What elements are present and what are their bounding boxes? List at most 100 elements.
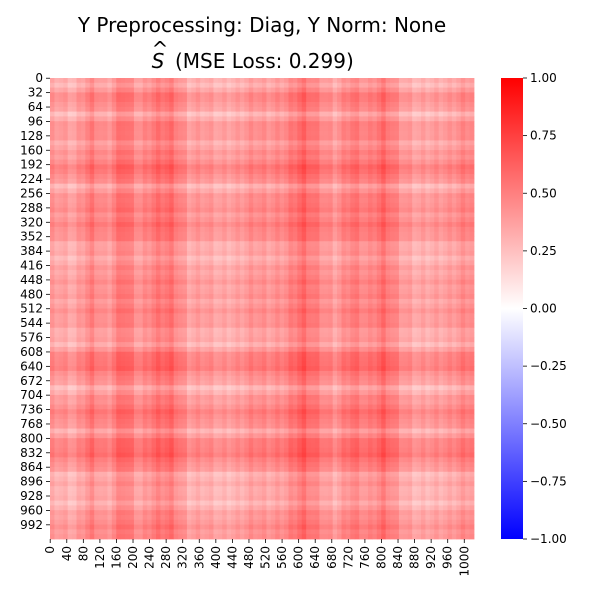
heatmap-cell bbox=[138, 308, 144, 314]
heatmap-cell bbox=[213, 116, 219, 122]
heatmap-cell bbox=[319, 188, 325, 194]
heatmap-cell bbox=[301, 150, 307, 156]
heatmap-cell bbox=[323, 126, 329, 132]
heatmap-cell bbox=[169, 207, 175, 213]
heatmap-cell bbox=[231, 97, 236, 103]
heatmap-cell bbox=[217, 217, 223, 223]
heatmap-cell bbox=[266, 78, 272, 84]
heatmap-cell bbox=[164, 217, 170, 223]
heatmap-cell bbox=[456, 322, 462, 329]
heatmap-cell bbox=[469, 308, 475, 314]
heatmap-cell bbox=[98, 298, 104, 305]
heatmap-cell bbox=[231, 250, 236, 257]
heatmap-cell bbox=[275, 78, 281, 84]
heatmap-cell bbox=[200, 318, 205, 324]
heatmap-cell bbox=[447, 97, 453, 103]
heatmap-cell bbox=[222, 246, 228, 252]
heatmap-cell bbox=[76, 154, 82, 161]
heatmap-cell bbox=[160, 322, 166, 329]
heatmap-cell bbox=[266, 308, 272, 314]
heatmap-cell bbox=[429, 174, 435, 180]
heatmap-cell bbox=[80, 130, 86, 137]
heatmap-cell bbox=[129, 202, 135, 209]
heatmap-cell bbox=[292, 111, 298, 117]
heatmap-cell bbox=[120, 274, 126, 281]
heatmap-cell bbox=[350, 135, 356, 141]
heatmap-cell bbox=[434, 231, 440, 237]
heatmap-cell bbox=[279, 217, 285, 223]
heatmap-cell bbox=[257, 92, 263, 98]
heatmap-cell bbox=[398, 250, 404, 257]
heatmap-cell bbox=[372, 126, 378, 132]
heatmap-cell bbox=[306, 202, 311, 209]
heatmap-cell bbox=[80, 284, 86, 290]
heatmap-cell bbox=[142, 193, 148, 199]
heatmap-cell bbox=[200, 289, 205, 295]
heatmap-cell bbox=[253, 82, 258, 88]
heatmap-cell bbox=[63, 322, 69, 329]
heatmap-cell bbox=[350, 82, 356, 88]
heatmap-cell bbox=[213, 111, 219, 117]
heatmap-cell bbox=[67, 106, 73, 113]
heatmap-cell bbox=[310, 284, 316, 290]
heatmap-cell bbox=[275, 169, 281, 175]
heatmap-cell bbox=[350, 97, 356, 103]
heatmap-cell bbox=[372, 154, 378, 161]
heatmap-cell bbox=[376, 294, 382, 300]
heatmap-cell bbox=[403, 313, 409, 319]
heatmap-cell bbox=[469, 174, 475, 180]
heatmap-cell bbox=[447, 308, 453, 314]
heatmap-cell bbox=[284, 121, 289, 127]
heatmap-cell bbox=[248, 111, 254, 117]
heatmap-cell bbox=[257, 145, 263, 151]
heatmap-cell bbox=[460, 154, 466, 161]
heatmap-cell bbox=[337, 270, 342, 276]
heatmap-cell bbox=[195, 274, 201, 281]
heatmap-cell bbox=[394, 308, 400, 314]
heatmap-cell bbox=[394, 188, 400, 194]
heatmap-cell bbox=[451, 159, 457, 165]
heatmap-cell bbox=[200, 255, 205, 261]
heatmap-cell bbox=[50, 222, 55, 228]
heatmap-cell bbox=[195, 279, 201, 285]
heatmap-cell bbox=[390, 145, 395, 151]
heatmap-cell bbox=[226, 250, 232, 257]
heatmap-cell bbox=[438, 236, 444, 242]
heatmap-cell bbox=[235, 126, 241, 132]
heatmap-cell bbox=[191, 284, 197, 290]
heatmap-cell bbox=[244, 150, 250, 156]
heatmap-cell bbox=[460, 116, 466, 122]
heatmap-cell bbox=[376, 274, 382, 281]
heatmap-cell bbox=[341, 294, 347, 300]
heatmap-cell bbox=[89, 145, 95, 151]
heatmap-cell bbox=[178, 183, 183, 189]
heatmap-cell bbox=[204, 212, 210, 218]
heatmap-cell bbox=[120, 241, 126, 247]
heatmap-cell bbox=[465, 87, 470, 93]
heatmap-cell bbox=[111, 260, 117, 266]
heatmap-cell bbox=[67, 174, 73, 180]
heatmap-cell bbox=[368, 126, 373, 132]
heatmap-cell bbox=[266, 274, 272, 281]
heatmap-cell bbox=[147, 140, 152, 146]
heatmap-cell bbox=[226, 126, 232, 132]
heatmap-cell bbox=[182, 164, 188, 170]
heatmap-cell bbox=[407, 198, 413, 204]
heatmap-cell bbox=[50, 116, 55, 122]
heatmap-cell bbox=[341, 274, 347, 281]
heatmap-cell bbox=[138, 255, 144, 261]
heatmap-cell bbox=[222, 82, 228, 88]
heatmap-cell bbox=[209, 289, 214, 295]
heatmap-cell bbox=[359, 140, 364, 146]
heatmap-cell bbox=[288, 135, 294, 141]
heatmap-cell bbox=[76, 318, 82, 324]
heatmap-cell bbox=[156, 78, 161, 84]
heatmap-cell bbox=[98, 174, 104, 180]
heatmap-cell bbox=[456, 226, 462, 233]
heatmap-cell bbox=[319, 236, 325, 242]
heatmap-cell bbox=[288, 202, 294, 209]
heatmap-cell bbox=[231, 130, 236, 137]
heatmap-cell bbox=[191, 183, 197, 189]
heatmap-cell bbox=[372, 97, 378, 103]
heatmap-cell bbox=[270, 265, 276, 271]
